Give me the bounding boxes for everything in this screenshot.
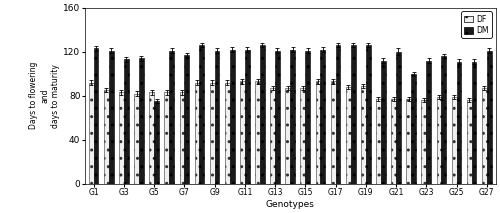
Bar: [426, 60, 431, 184]
Bar: [139, 58, 144, 184]
Bar: [150, 92, 154, 184]
Bar: [180, 92, 184, 184]
Bar: [200, 45, 204, 184]
Bar: [134, 94, 139, 184]
Bar: [467, 100, 471, 184]
Bar: [442, 56, 446, 184]
Bar: [210, 83, 214, 184]
Bar: [119, 92, 124, 184]
Bar: [330, 81, 336, 184]
Bar: [396, 52, 401, 184]
Bar: [194, 83, 200, 184]
Bar: [366, 45, 370, 184]
Bar: [376, 99, 381, 184]
Bar: [316, 81, 320, 184]
Bar: [270, 88, 275, 184]
Bar: [422, 100, 426, 184]
Bar: [225, 83, 230, 184]
Bar: [164, 92, 169, 184]
Bar: [381, 60, 386, 184]
Bar: [184, 55, 189, 184]
Bar: [169, 51, 174, 184]
Bar: [255, 81, 260, 184]
X-axis label: Genotypes: Genotypes: [266, 200, 314, 209]
Bar: [472, 62, 476, 184]
Bar: [391, 99, 396, 184]
Bar: [275, 51, 280, 184]
Bar: [320, 49, 326, 184]
Bar: [300, 88, 306, 184]
Bar: [361, 86, 366, 184]
Legend: DF, DM: DF, DM: [461, 12, 492, 38]
Bar: [124, 59, 128, 184]
Bar: [94, 48, 98, 184]
Bar: [406, 99, 411, 184]
Bar: [286, 88, 290, 184]
Bar: [456, 62, 462, 184]
Bar: [245, 49, 250, 184]
Bar: [350, 45, 356, 184]
Bar: [109, 51, 114, 184]
Bar: [346, 87, 350, 184]
Bar: [230, 49, 234, 184]
Bar: [487, 51, 492, 184]
Bar: [336, 45, 340, 184]
Bar: [240, 81, 245, 184]
Bar: [154, 101, 159, 184]
Bar: [260, 45, 265, 184]
Bar: [306, 51, 310, 184]
Bar: [290, 49, 295, 184]
Bar: [436, 97, 442, 184]
Y-axis label: Days to flowering
and
days to maturity: Days to flowering and days to maturity: [29, 62, 60, 130]
Bar: [482, 88, 487, 184]
Bar: [214, 51, 220, 184]
Bar: [452, 97, 456, 184]
Bar: [89, 83, 94, 184]
Bar: [411, 74, 416, 184]
Bar: [104, 90, 109, 184]
